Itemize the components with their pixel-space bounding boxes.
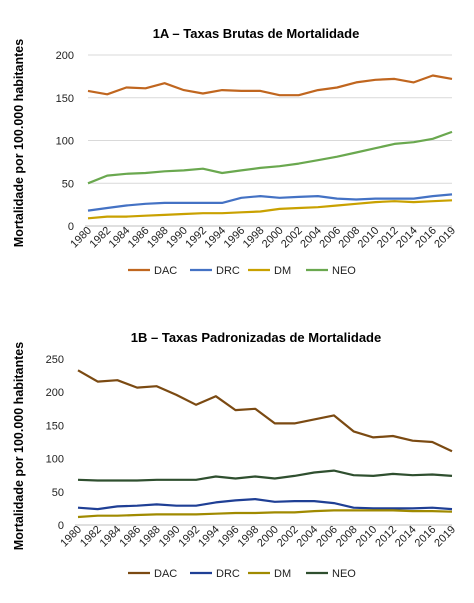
chart-1a-x-tick-label: 1984 bbox=[107, 225, 133, 251]
chart-1b-y-tick-label: 250 bbox=[46, 354, 64, 366]
chart-1b-x-tick-label: 2019 bbox=[432, 524, 458, 550]
chart-1a-x-tick-label: 2000 bbox=[260, 225, 286, 251]
chart-1b-x-tick-label: 1996 bbox=[216, 524, 242, 550]
chart-1b-x-tick-label: 1988 bbox=[137, 524, 163, 550]
chart-1b-x-tick-label: 2008 bbox=[334, 524, 360, 550]
chart-1b-x-tick-label: 1990 bbox=[157, 524, 183, 550]
chart-1a-legend-label-drc: DRC bbox=[216, 265, 240, 277]
chart-1a-x-tick-label: 1986 bbox=[126, 225, 152, 251]
chart-1a-y-tick-label: 150 bbox=[56, 93, 74, 105]
chart-1a-x-tick-label: 2010 bbox=[356, 225, 382, 251]
chart-1a-y-axis-label: Mortalidade por 100.000 habitantes bbox=[12, 39, 26, 247]
chart-1b-legend-label-neo: NEO bbox=[332, 568, 356, 580]
chart-1a-x-tick-label: 1998 bbox=[241, 225, 267, 251]
chart-1a-x-tick-label: 1990 bbox=[164, 225, 190, 251]
chart-1b-y-tick-label: 100 bbox=[46, 454, 64, 466]
chart-1a: 1A – Taxas Brutas de Mortalidade Mortali… bbox=[12, 26, 458, 277]
chart-1b-x-tick-label: 1982 bbox=[78, 524, 104, 550]
chart-1a-series-line-dm bbox=[87, 199, 453, 220]
chart-1b-x-tick-label: 1984 bbox=[98, 524, 124, 550]
chart-1b-x-tick-label: 1992 bbox=[176, 524, 202, 550]
chart-1b-x-tick-label: 2016 bbox=[413, 524, 439, 550]
chart-1a-x-tick-label: 1994 bbox=[202, 225, 228, 251]
chart-1b-y-tick-label: 50 bbox=[52, 487, 64, 499]
chart-1b-legend-label-drc: DRC bbox=[216, 568, 240, 580]
chart-1b-x-tick-label: 2006 bbox=[314, 524, 340, 550]
chart-1a-x-tick-label: 1982 bbox=[87, 225, 113, 251]
chart-1a-legend-label-neo: NEO bbox=[332, 265, 356, 277]
chart-1b-series-line-drc bbox=[77, 498, 453, 511]
chart-1b-x-tick-label: 2012 bbox=[373, 524, 399, 550]
chart-1b-y-axis-label: Mortalidade por 100.000 habitantes bbox=[12, 342, 26, 550]
chart-1b-x-tick-label: 1994 bbox=[196, 524, 222, 550]
chart-1a-x-tick-label: 1988 bbox=[145, 225, 171, 251]
chart-1b-title: 1B – Taxas Padronizadas de Mortalidade bbox=[131, 330, 381, 345]
chart-1b-y-tick-label: 200 bbox=[46, 387, 64, 399]
chart-1a-series-line-drc bbox=[87, 193, 453, 212]
chart-1a-y-tick-label: 0 bbox=[68, 221, 74, 233]
chart-1a-series-line-dac bbox=[87, 74, 453, 97]
chart-1a-x-tick-label: 2019 bbox=[432, 225, 458, 251]
chart-1b-x-tick-label: 1998 bbox=[235, 524, 261, 550]
chart-1b-legend-label-dm: DM bbox=[274, 568, 291, 580]
chart-1a-title: 1A – Taxas Brutas de Mortalidade bbox=[153, 26, 360, 41]
chart-1a-y-tick-label: 50 bbox=[62, 178, 74, 190]
chart-1a-series-line-neo bbox=[87, 130, 453, 185]
chart-1b-series-line-dac bbox=[77, 369, 453, 453]
chart-1b-y-tick-label: 150 bbox=[46, 420, 64, 432]
chart-1a-x-tick-label: 2008 bbox=[337, 225, 363, 251]
chart-1b-series-line-dm bbox=[77, 509, 453, 519]
chart-1a-legend-label-dac: DAC bbox=[154, 265, 177, 277]
chart-1a-x-tick-label: 2006 bbox=[317, 225, 343, 251]
chart-1b: 1B – Taxas Padronizadas de Mortalidade M… bbox=[12, 330, 458, 580]
chart-1a-plot-area: 0501001502001980198219841986198819901992… bbox=[56, 50, 458, 277]
chart-1a-x-tick-label: 2014 bbox=[394, 225, 420, 251]
chart-1a-x-tick-label: 2016 bbox=[413, 225, 439, 251]
chart-1b-x-tick-label: 2000 bbox=[255, 524, 281, 550]
chart-1b-x-tick-label: 2002 bbox=[275, 524, 301, 550]
chart-1b-x-tick-label: 1986 bbox=[117, 524, 143, 550]
chart-1a-x-tick-label: 2004 bbox=[298, 225, 324, 251]
chart-1a-y-tick-label: 100 bbox=[56, 136, 74, 148]
chart-1a-x-tick-label: 2012 bbox=[375, 225, 401, 251]
chart-1a-x-tick-label: 2002 bbox=[279, 225, 305, 251]
chart-1b-series-line-neo bbox=[77, 469, 453, 482]
chart-1a-x-tick-label: 1996 bbox=[222, 225, 248, 251]
chart-1b-x-tick-label: 2010 bbox=[354, 524, 380, 550]
chart-1a-x-tick-label: 1992 bbox=[183, 225, 209, 251]
chart-1b-y-tick-label: 0 bbox=[58, 520, 64, 532]
chart-1b-legend-label-dac: DAC bbox=[154, 568, 177, 580]
chart-1b-plot-area: 0501001502002501980198219841986198819901… bbox=[46, 354, 458, 580]
chart-1a-legend-label-dm: DM bbox=[274, 265, 291, 277]
chart-1b-x-tick-label: 2004 bbox=[295, 524, 321, 550]
chart-1a-y-tick-label: 200 bbox=[56, 50, 74, 62]
chart-1b-x-tick-label: 2014 bbox=[393, 524, 419, 550]
